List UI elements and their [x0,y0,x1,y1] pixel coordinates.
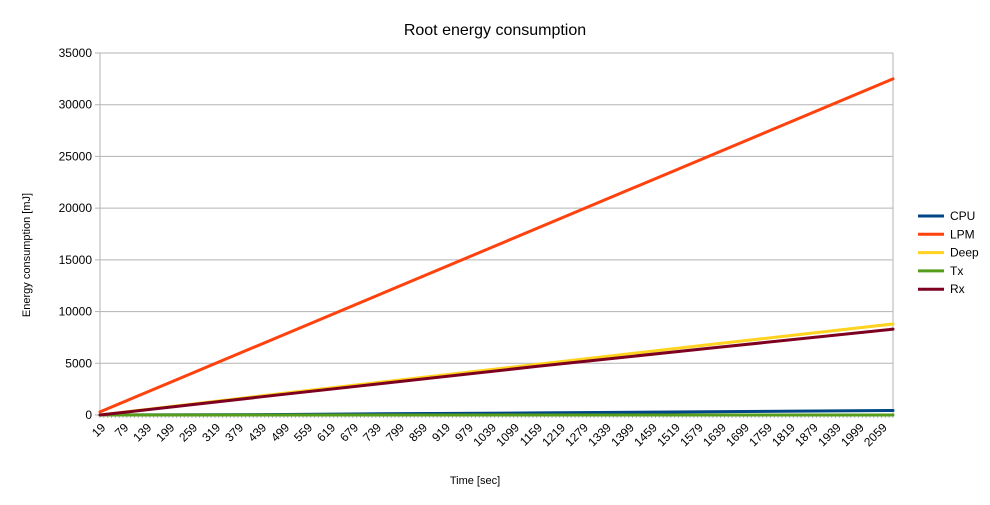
x-axis-label: Time [sec] [450,475,500,487]
y-tick-label: 0 [85,408,92,422]
x-tick-label: 619 [314,420,338,444]
x-tick-label: 499 [268,420,292,444]
y-tick-label: 25000 [59,149,93,163]
x-tick-labels: 19 79139199259319379439499559619679739799… [89,420,890,449]
x-tick-label: 139 [130,420,154,444]
x-tick-label: 79 [112,420,132,440]
x-tick-label: 1219 [539,420,568,449]
x-tick-label: 799 [383,420,407,444]
x-tick-label: 559 [291,420,315,444]
x-tick-label: 1459 [631,420,660,449]
x-tick-label: 319 [199,420,223,444]
legend-label: Rx [950,282,965,296]
x-tick-label: 1759 [746,420,775,449]
x-tick-label: 259 [176,420,200,444]
x-tick-label: 1399 [608,420,637,449]
y-tick-label: 5000 [65,356,92,370]
series-line-lpm [98,77,895,414]
x-tick-label: 1099 [493,420,522,449]
x-tick-label: 1279 [562,420,591,449]
y-axis-label: Energy consumption [mJ] [21,193,33,317]
x-tick-label: 439 [245,420,269,444]
x-tick-label: 2059 [861,420,890,449]
x-tick-label: 1519 [654,420,683,449]
x-tick-label: 1039 [470,420,499,449]
x-tick-label: 19 [89,420,109,440]
y-tick-label: 30000 [59,98,93,112]
series-line-rx [98,327,895,417]
series-lines [98,77,895,417]
legend: CPU LPM Deep Tx Rx [918,209,979,296]
y-tick-label: 15000 [59,253,93,267]
x-tick-label: 1999 [838,420,867,449]
x-tick-label: 739 [360,420,384,444]
x-tick-label: 1699 [723,420,752,449]
x-tick-label: 1639 [700,420,729,449]
y-tick-label: 20000 [59,201,93,215]
legend-label: LPM [950,227,975,241]
y-tick-labels: 0 5000 10000 15000 20000 25000 30000 35000 [59,46,93,422]
x-tick-label: 1939 [815,420,844,449]
x-tick-label: 1579 [677,420,706,449]
x-tick-label: 919 [429,420,453,444]
legend-label: Tx [950,264,963,278]
x-tick-label: 1879 [792,420,821,449]
x-tick-label: 379 [222,420,246,444]
legend-label: CPU [950,209,975,223]
x-tick-label: 1819 [769,420,798,449]
y-tick-label: 35000 [59,46,93,60]
x-tick-label: 199 [153,420,177,444]
legend-label: Deep [950,246,979,260]
x-tick-label: 1339 [585,420,614,449]
y-tick-label: 10000 [59,305,93,319]
x-tick-label: 1159 [517,420,545,448]
x-tick-label: 679 [337,420,361,444]
chart-title: Root energy consumption [404,22,586,39]
x-tick-label: 859 [406,420,430,444]
